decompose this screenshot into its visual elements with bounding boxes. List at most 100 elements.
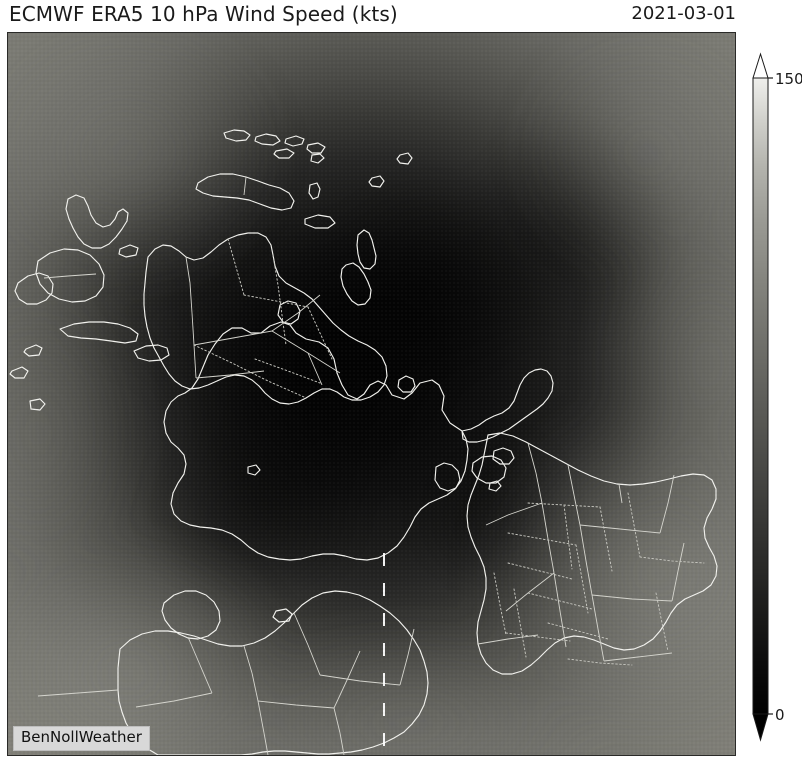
admin-border-sa-k	[591, 594, 605, 662]
admin-border-sa-a	[567, 464, 581, 526]
coastline-antarctica	[163, 321, 469, 561]
colorbar-min-label: 0	[775, 706, 785, 724]
coastline-falkland-islands	[488, 480, 502, 492]
colorbar-extend-min-arrow	[752, 713, 769, 742]
coastline-tierra-del-fuego	[492, 447, 515, 465]
dotted-border-sa-f	[507, 562, 573, 580]
colorbar-extend-max-arrow	[752, 52, 769, 79]
wind-speed-bright-patches	[8, 33, 735, 755]
dotted-border-sa-g	[527, 592, 593, 610]
map-panel[interactable]	[7, 32, 736, 756]
dotted-border-sa-b	[563, 504, 573, 570]
admin-border-sa-n	[477, 634, 539, 645]
coastline-island-small-i	[29, 398, 46, 411]
coastline-island-chain-a	[223, 129, 251, 142]
dotted-border-au-a	[193, 344, 305, 398]
dotted-border-sa-o	[493, 572, 507, 636]
admin-border-sa-d	[527, 442, 543, 504]
coastlines-layer	[9, 129, 718, 755]
coastline-tasmania	[277, 300, 301, 325]
admin-border-af-e	[319, 674, 401, 686]
dotted-border-sa-e	[575, 544, 589, 614]
valid-date-label: 2021-03-01	[631, 3, 736, 24]
admin-border-sa-f	[579, 524, 593, 596]
admin-border-sa-b	[579, 524, 661, 534]
coastline-shelf-detail-b	[397, 375, 416, 393]
dotted-border-sa-l	[655, 592, 669, 652]
coastline-australia	[143, 232, 388, 405]
dotted-border-sa-h	[547, 622, 609, 640]
dotted-border-au-e	[307, 306, 333, 360]
dotted-border-sa-j	[627, 492, 641, 558]
admin-border-af-g	[187, 636, 213, 694]
coastline-south-america	[466, 432, 718, 675]
admin-border-png	[243, 176, 247, 196]
coastline-timor	[133, 344, 170, 362]
admin-border-sa-g	[591, 594, 673, 602]
coastline-java	[59, 321, 139, 344]
admin-borders-solid-layer	[37, 176, 685, 755]
admin-border-au-vic	[307, 352, 323, 386]
dotted-border-sa-n	[505, 632, 571, 642]
admin-border-sa-o	[618, 483, 623, 504]
coastline-shelf-detail-a	[471, 455, 507, 484]
dotted-border-sa-m	[567, 658, 633, 666]
figure-header: ECMWF ERA5 10 hPa Wind Speed (kts) 2021-…	[0, 0, 802, 32]
admin-border-sa-m	[553, 572, 567, 648]
dotted-border-sa-d	[507, 532, 577, 546]
coastline-island-small-a	[310, 153, 325, 164]
coastline-island-small-j	[247, 464, 261, 476]
coastline-sulawesi	[65, 194, 129, 249]
admin-border-af-f	[399, 628, 415, 686]
admin-border-au-sa	[195, 370, 265, 379]
coastline-new-zealand-south	[340, 262, 372, 306]
coastline-island-small-d	[396, 152, 413, 165]
coastline-island-small-g	[23, 344, 43, 357]
coastline-ross-ice-shelf	[434, 462, 461, 492]
coastline-island-small-h	[9, 366, 29, 379]
admin-border-af-j	[333, 707, 345, 755]
coastline-island-small-c	[368, 175, 385, 188]
colorbar-max-label: 150	[775, 70, 802, 88]
dotted-border-au-c	[227, 238, 245, 296]
colorbar-gradient-body	[752, 77, 769, 715]
coastline-island-chain-e	[273, 148, 295, 159]
coastline-africa-small-island	[272, 608, 293, 623]
coastline-new-guinea	[195, 173, 295, 211]
admin-border-af-d	[293, 612, 321, 676]
admin-border-sa-i	[541, 502, 555, 574]
dotted-border-sa-k	[639, 556, 705, 564]
dotted-border-au-d	[243, 294, 309, 308]
coastline-southern-africa	[117, 590, 429, 755]
admin-border-af-i	[257, 700, 269, 755]
dotted-border-au-b	[272, 254, 287, 346]
admin-border-af-h	[135, 692, 213, 708]
coastline-new-zealand-north	[356, 229, 377, 270]
coastline-island-chain-c	[284, 135, 305, 147]
polar-stereographic-map	[8, 33, 735, 755]
coastline-island-small-b	[308, 182, 321, 200]
admin-border-af-c	[333, 650, 361, 709]
admin-border-af-a	[243, 645, 259, 702]
colorbar-svg	[752, 52, 773, 742]
dotted-border-sa-c	[599, 506, 613, 572]
colorbar[interactable]: 150 0	[745, 40, 802, 752]
coastline-island-small-f	[118, 244, 139, 258]
admin-border-sa-c	[659, 474, 675, 534]
page-title: ECMWF ERA5 10 hPa Wind Speed (kts)	[9, 2, 398, 26]
coastline-madagascar	[161, 590, 221, 640]
coastline-island-chain-d	[306, 142, 326, 154]
coastline-island-small-e	[304, 214, 336, 229]
admin-border-af-k	[37, 689, 119, 697]
coastline-borneo	[35, 248, 105, 303]
coastline-antarctic-peninsula	[461, 368, 554, 443]
dotted-border-au-f	[254, 358, 321, 384]
admin-border-au-qld	[271, 294, 321, 332]
admin-border-sa-l	[603, 652, 673, 662]
dotted-border-sa-i	[513, 588, 527, 658]
admin-border-sa-e	[485, 502, 543, 526]
coastline-sumatra	[14, 272, 54, 305]
admin-border-au-wa	[185, 256, 197, 379]
admin-border-sa-h	[671, 542, 685, 602]
